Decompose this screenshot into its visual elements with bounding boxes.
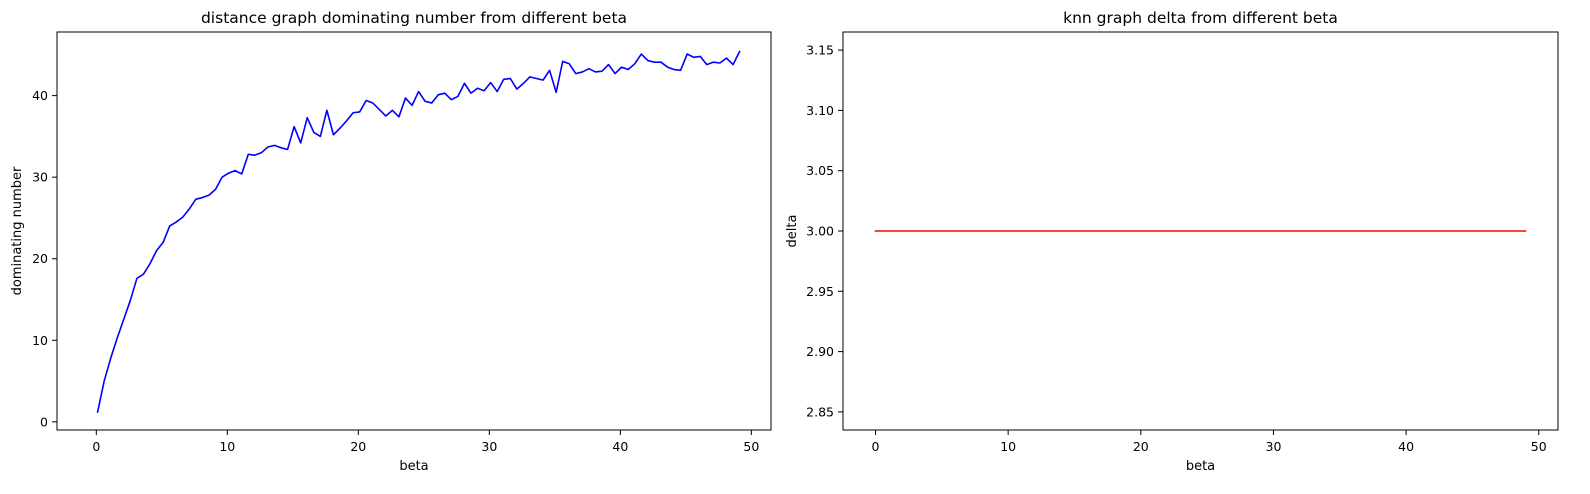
x-tick-label: 40 (1398, 439, 1414, 454)
y-tick-label: 10 (32, 333, 48, 348)
x-tick-label: 0 (872, 439, 880, 454)
plot-frame (56, 31, 772, 431)
y-tick-label: 30 (32, 170, 48, 185)
x-tick-label: 40 (612, 439, 628, 454)
plot-knn-delta: 0 10 20 30 40 50 2.85 2.90 2.95 3.00 3.05 3.10 3.15 k… (785, 9, 1559, 474)
y-tick-label: 20 (32, 251, 48, 266)
x-tick-label: 30 (481, 439, 497, 454)
y-tick-label: 2.90 (806, 344, 834, 359)
x-tick-label: 30 (1266, 439, 1282, 454)
y-tick-label: 3.05 (806, 163, 834, 178)
y-axis-label: dominating number (10, 166, 25, 295)
y-axis-label: delta (785, 215, 800, 248)
y-tick-label: 2.85 (806, 404, 834, 419)
x-tick-label: 10 (1000, 439, 1016, 454)
series-line-0 (96, 50, 741, 414)
y-tick-label: 3.10 (806, 103, 834, 118)
x-tick-label: 20 (1133, 439, 1149, 454)
chart-title: knn graph delta from different beta (1063, 9, 1338, 27)
y-tick-label: 2.95 (806, 284, 834, 299)
x-tick-label: 0 (92, 439, 100, 454)
plot-dominating-number: 0 10 20 30 40 50 0 10 20 30 40 distance graph domin… (10, 9, 772, 474)
x-axis-label: beta (1186, 459, 1215, 474)
x-axis-label: beta (399, 459, 428, 474)
x-tick-label: 10 (219, 439, 235, 454)
y-tick-label: 3.15 (806, 43, 834, 58)
chart-title: distance graph dominating number from di… (201, 9, 627, 27)
x-tick-label: 50 (1531, 439, 1547, 454)
x-tick-label: 20 (350, 439, 366, 454)
y-tick-label: 40 (32, 88, 48, 103)
y-tick-label: 0 (40, 414, 48, 429)
y-tick-label: 3.00 (806, 224, 834, 239)
x-tick-label: 50 (743, 439, 759, 454)
